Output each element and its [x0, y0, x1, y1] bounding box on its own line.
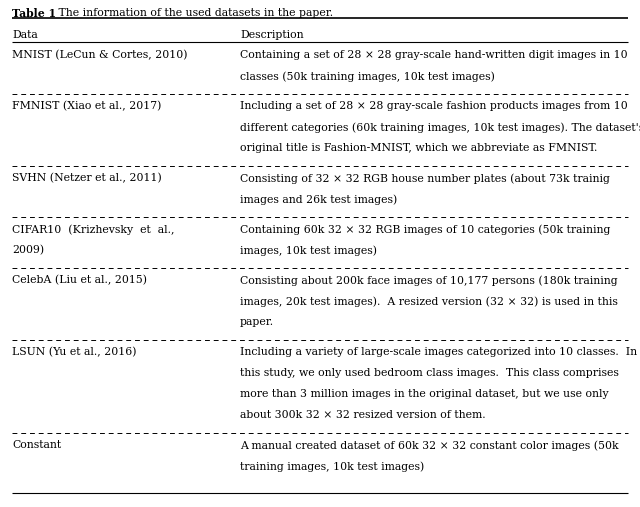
Text: more than 3 million images in the original dataset, but we use only: more than 3 million images in the origin… [240, 389, 609, 399]
Text: original title is Fashion-MNIST, which we abbreviate as FMNIST.: original title is Fashion-MNIST, which w… [240, 143, 597, 153]
Text: A manual created dataset of 60k 32 × 32 constant color images (50k: A manual created dataset of 60k 32 × 32 … [240, 440, 619, 451]
Text: training images, 10k test images): training images, 10k test images) [240, 461, 424, 472]
Text: 2009): 2009) [12, 245, 44, 256]
Text: The information of the used datasets in the paper.: The information of the used datasets in … [55, 8, 333, 18]
Text: Data: Data [12, 30, 38, 40]
Text: Consisting about 200k face images of 10,177 persons (180k training: Consisting about 200k face images of 10,… [240, 275, 618, 285]
Text: Containing a set of 28 × 28 gray-scale hand-written digit images in 10: Containing a set of 28 × 28 gray-scale h… [240, 50, 628, 60]
Text: Description: Description [240, 30, 303, 40]
Text: SVHN (Netzer et al., 2011): SVHN (Netzer et al., 2011) [12, 173, 162, 184]
Text: this study, we only used bedroom class images.  This class comprises: this study, we only used bedroom class i… [240, 368, 619, 378]
Text: Table 1: Table 1 [12, 8, 56, 19]
Text: Constant: Constant [12, 440, 61, 450]
Text: CelebA (Liu et al., 2015): CelebA (Liu et al., 2015) [12, 275, 147, 285]
Text: different categories (60k training images, 10k test images). The dataset's: different categories (60k training image… [240, 122, 640, 132]
Text: images and 26k test images): images and 26k test images) [240, 194, 397, 204]
Text: FMNIST (Xiao et al., 2017): FMNIST (Xiao et al., 2017) [12, 101, 161, 112]
Text: Containing 60k 32 × 32 RGB images of 10 categories (50k training: Containing 60k 32 × 32 RGB images of 10 … [240, 224, 611, 235]
Text: Including a set of 28 × 28 gray-scale fashion products images from 10: Including a set of 28 × 28 gray-scale fa… [240, 101, 628, 111]
Text: images, 10k test images): images, 10k test images) [240, 245, 377, 256]
Text: about 300k 32 × 32 resized version of them.: about 300k 32 × 32 resized version of th… [240, 410, 486, 420]
Text: paper.: paper. [240, 317, 274, 327]
Text: LSUN (Yu et al., 2016): LSUN (Yu et al., 2016) [12, 347, 136, 357]
Text: CIFAR10  (Krizhevsky  et  al.,: CIFAR10 (Krizhevsky et al., [12, 224, 175, 235]
Text: classes (50k training images, 10k test images): classes (50k training images, 10k test i… [240, 71, 495, 82]
Text: MNIST (LeCun & Cortes, 2010): MNIST (LeCun & Cortes, 2010) [12, 50, 188, 60]
Text: Consisting of 32 × 32 RGB house number plates (about 73k trainig: Consisting of 32 × 32 RGB house number p… [240, 173, 610, 184]
Text: images, 20k test images).  A resized version (32 × 32) is used in this: images, 20k test images). A resized vers… [240, 296, 618, 307]
Text: Including a variety of large-scale images categorized into 10 classes.  In: Including a variety of large-scale image… [240, 347, 637, 357]
